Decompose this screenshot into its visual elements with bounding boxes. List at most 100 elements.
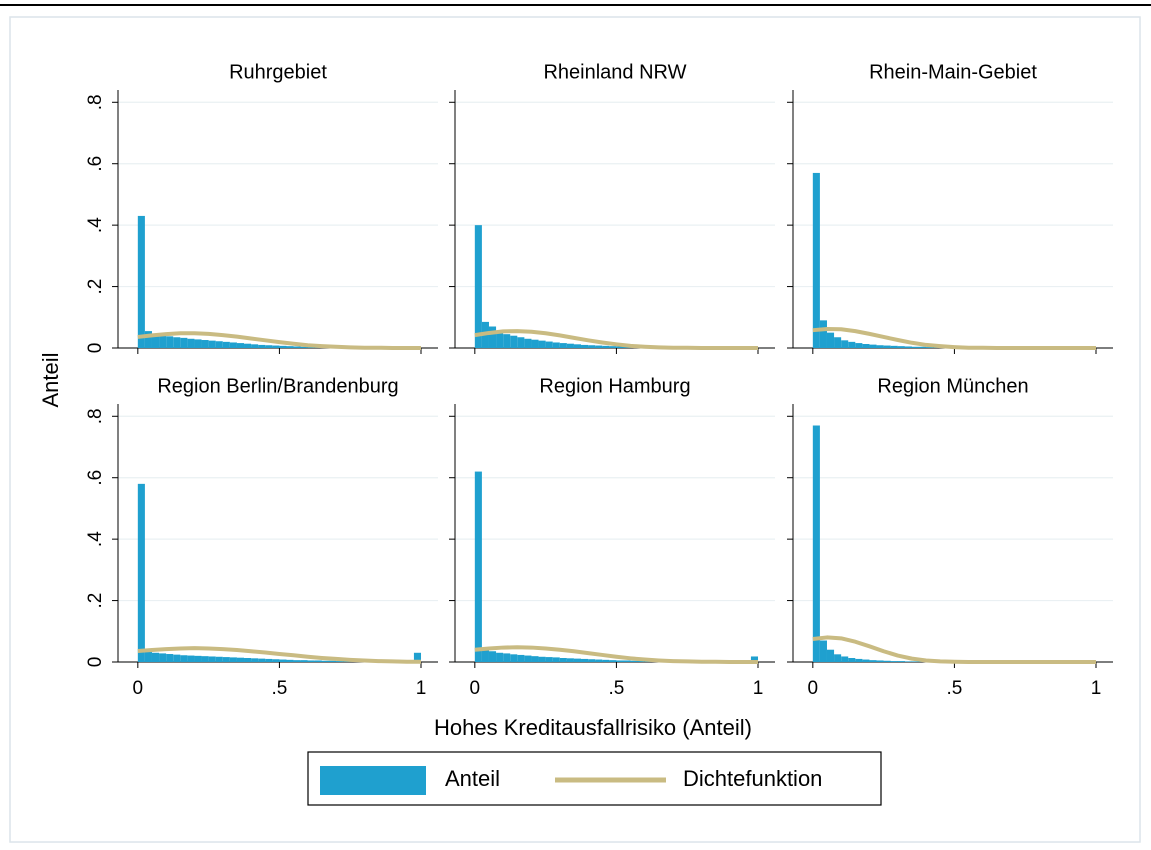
bar xyxy=(208,656,216,662)
bar xyxy=(300,346,308,348)
bar xyxy=(166,336,174,348)
bar xyxy=(279,659,287,662)
bar xyxy=(307,347,315,348)
x-tick-label: 1 xyxy=(1091,678,1102,699)
chart-frame xyxy=(9,16,1141,843)
bar xyxy=(616,660,624,662)
bar xyxy=(538,656,546,662)
bar xyxy=(602,345,610,348)
bar xyxy=(869,660,877,662)
bar xyxy=(826,332,835,348)
bar xyxy=(488,651,497,662)
bar xyxy=(602,659,610,662)
bar xyxy=(926,347,934,348)
bar xyxy=(812,425,820,662)
density-line xyxy=(812,326,1097,350)
bar xyxy=(244,343,252,348)
bar xyxy=(904,661,912,662)
bar xyxy=(834,654,842,662)
bar xyxy=(890,345,898,348)
y-tick-label: .2 xyxy=(85,593,106,609)
bar xyxy=(258,658,266,662)
bar xyxy=(848,341,856,348)
y-axis-title: Anteil xyxy=(38,352,63,407)
bar xyxy=(876,345,884,348)
bar xyxy=(538,340,546,348)
bar xyxy=(862,659,870,662)
bar xyxy=(862,344,870,348)
bar xyxy=(812,172,820,348)
panel-title: Region München xyxy=(877,375,1028,397)
bar xyxy=(904,346,912,348)
bar xyxy=(855,343,863,348)
y-tick-label: .8 xyxy=(85,408,106,424)
bar xyxy=(510,654,518,662)
bar xyxy=(321,660,329,662)
bar xyxy=(552,342,560,348)
y-tick-label: .6 xyxy=(85,156,106,172)
bar xyxy=(286,346,294,348)
bar xyxy=(545,341,553,348)
bar xyxy=(819,640,827,662)
bar xyxy=(855,658,863,662)
bar xyxy=(222,341,230,348)
bar xyxy=(595,345,603,348)
bar xyxy=(883,345,891,348)
y-tick-label: .4 xyxy=(85,531,106,547)
bar xyxy=(595,659,603,662)
bar xyxy=(517,337,525,348)
bar xyxy=(911,346,920,348)
bar xyxy=(588,345,596,348)
bar xyxy=(524,655,532,662)
bar xyxy=(293,346,301,348)
bar xyxy=(496,652,504,662)
bar xyxy=(215,341,223,348)
bar xyxy=(151,652,160,662)
bar xyxy=(180,337,188,348)
legend-label: Dichtefunktion xyxy=(683,766,822,791)
bar xyxy=(573,344,582,348)
bar xyxy=(581,344,589,348)
bar xyxy=(503,653,511,662)
bar xyxy=(336,661,344,662)
bar xyxy=(137,483,145,662)
bar xyxy=(159,335,167,348)
bar xyxy=(328,660,337,662)
bar xyxy=(496,332,504,348)
bar xyxy=(180,655,188,662)
bar xyxy=(272,345,280,348)
y-tick-label: .8 xyxy=(85,94,106,110)
bar xyxy=(876,660,884,662)
bar xyxy=(173,337,181,348)
bar xyxy=(609,346,617,348)
bar xyxy=(919,346,927,348)
density-line xyxy=(474,329,759,350)
bar xyxy=(488,326,497,348)
bar xyxy=(286,659,294,662)
bar xyxy=(194,655,202,662)
bar xyxy=(251,344,259,348)
bar xyxy=(630,660,638,662)
bar xyxy=(201,340,209,348)
bar xyxy=(236,343,245,348)
panel-title: Rhein-Main-Gebiet xyxy=(869,61,1037,83)
panel-title: Ruhrgebiet xyxy=(229,61,327,83)
bar xyxy=(314,660,322,662)
bar xyxy=(588,659,596,662)
x-tick-label: 0 xyxy=(470,678,481,699)
legend-label: Anteil xyxy=(445,766,500,791)
bar xyxy=(279,345,287,348)
bar xyxy=(137,215,145,348)
bar xyxy=(623,660,631,662)
panel-title: Rheinland NRW xyxy=(543,61,686,83)
y-tick-label: .6 xyxy=(85,470,106,486)
bar xyxy=(481,649,489,662)
bar xyxy=(510,335,518,348)
bar xyxy=(265,658,273,662)
bar xyxy=(897,346,905,348)
bar xyxy=(300,660,308,662)
x-axis-title: Hohes Kreditausfallrisiko (Anteil) xyxy=(434,715,752,740)
x-tick-label: 0 xyxy=(808,678,819,699)
x-tick-label: 0 xyxy=(133,678,144,699)
bar xyxy=(229,657,237,662)
